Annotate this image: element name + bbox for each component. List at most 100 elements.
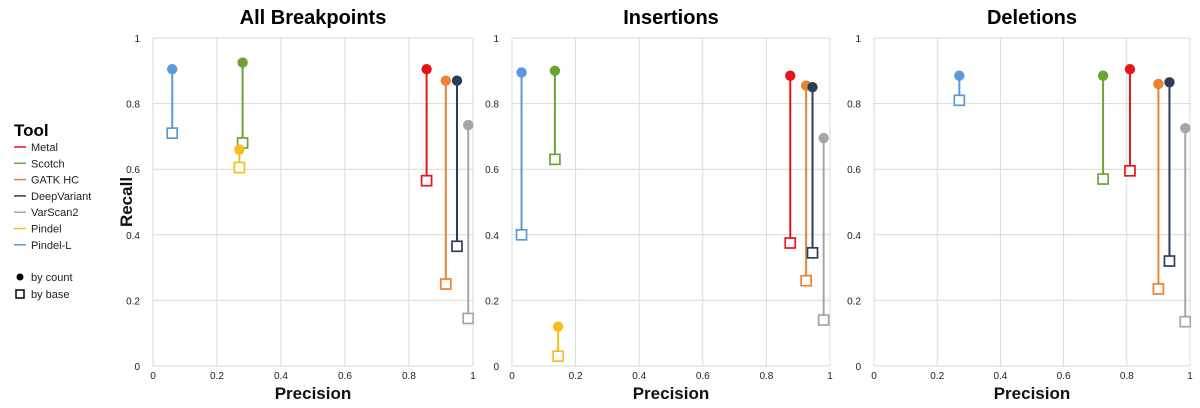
series-pindel-l — [515, 67, 528, 241]
x-tick-label: 0 — [871, 371, 877, 382]
point-by-base — [462, 312, 475, 325]
y-tick-label: 1 — [493, 34, 499, 45]
legend-label-pindel: Pindel — [31, 224, 62, 236]
chart-title: Deletions — [987, 7, 1077, 29]
point-by-count — [440, 75, 451, 86]
series-pindel — [552, 321, 564, 363]
point-by-count — [516, 67, 527, 78]
legend-label-deepvariant: DeepVariant — [31, 191, 91, 203]
point-by-count — [785, 70, 796, 81]
point-by-base — [420, 174, 433, 187]
x-tick-label: 0 — [150, 371, 156, 382]
x-tick-label: 1 — [470, 371, 476, 382]
point-by-count — [1164, 77, 1175, 88]
series-pindel — [233, 144, 246, 174]
legend-label-pindel-l: Pindel-L — [31, 240, 71, 252]
y-axis-label: Recall — [117, 177, 136, 227]
point-by-count — [451, 75, 463, 86]
point-by-base — [1179, 315, 1192, 328]
legend-label-varscan2: VarScan2 — [31, 207, 79, 219]
series-deepvariant — [451, 75, 463, 253]
legend: Tool Metal Scotch GATK HC DeepVariant VarSca… — [14, 121, 91, 301]
series-varscan2 — [1179, 123, 1192, 328]
point-by-count — [463, 119, 474, 131]
point-by-base — [451, 240, 463, 253]
x-tick-label: 0.2 — [930, 371, 944, 382]
point-by-base — [439, 278, 452, 290]
y-tick-label: 0.4 — [485, 231, 499, 242]
point-by-count — [421, 63, 432, 75]
point-by-count — [549, 65, 561, 77]
point-by-base — [1152, 283, 1165, 295]
y-tick-label: 0.6 — [485, 165, 499, 176]
point-by-base — [806, 246, 819, 259]
series-metal — [420, 63, 433, 187]
point-by-base — [1097, 173, 1109, 185]
series-deepvariant — [1163, 77, 1176, 267]
x-tick-label: 0 — [509, 371, 515, 382]
point-by-count — [234, 144, 245, 155]
x-tick-label: 0.4 — [993, 371, 1007, 382]
x-tick-label: 0.8 — [759, 371, 773, 382]
y-tick-label: 0.2 — [485, 296, 499, 307]
legend-items: Metal Scotch GATK HC DeepVariant VarScan2 Pin… — [14, 142, 91, 252]
x-tick-label: 0.4 — [632, 371, 646, 382]
y-tick-label: 0.6 — [126, 165, 140, 176]
y-tick-label: 0.4 — [847, 231, 861, 242]
legend-title: Tool — [14, 121, 49, 140]
y-tick-label: 0 — [134, 362, 140, 373]
legend-label-metal: Metal — [31, 142, 58, 154]
point-by-count — [954, 70, 965, 81]
series-gatk-hc — [1152, 78, 1165, 295]
point-by-base — [800, 274, 813, 287]
point-by-base — [784, 237, 797, 249]
panel-all-breakpoints: 0 0.2 0.4 0.6 0.8 1 0 0.2 0.4 0.6 0.8 1 All Breakpoi… — [117, 7, 476, 403]
y-tick-label: 0.8 — [847, 100, 861, 111]
x-tick-label: 0.8 — [402, 371, 416, 382]
point-by-base — [817, 314, 830, 326]
point-by-base — [515, 228, 528, 241]
x-tick-label: 1 — [1187, 371, 1193, 382]
point-by-count — [1097, 70, 1109, 81]
point-by-base — [549, 153, 561, 166]
y-tick-label: 0.8 — [126, 100, 140, 111]
x-tick-label: 0.6 — [1057, 371, 1071, 382]
series-varscan2 — [462, 119, 475, 325]
point-by-base — [166, 127, 179, 139]
series-metal — [1124, 63, 1136, 177]
series-scotch — [1097, 70, 1109, 185]
y-tick-label: 1 — [134, 34, 140, 45]
legend-base-marker — [15, 289, 25, 299]
point-by-base — [552, 350, 564, 363]
x-axis-label: Precision — [633, 384, 710, 403]
series-scotch — [549, 65, 561, 166]
x-tick-label: 0.6 — [696, 371, 710, 382]
x-tick-label: 0.2 — [210, 371, 224, 382]
x-tick-label: 1 — [827, 371, 833, 382]
legend-count-marker — [16, 273, 24, 281]
panels: 0 0.2 0.4 0.6 0.8 1 0 0.2 0.4 0.6 0.8 1 All Breakpoi… — [117, 7, 1193, 403]
y-tick-label: 0.6 — [847, 165, 861, 176]
point-by-count — [1124, 63, 1136, 75]
point-by-count — [818, 132, 829, 144]
point-by-count — [1180, 123, 1191, 134]
point-by-count — [167, 63, 178, 75]
point-by-base — [1124, 164, 1136, 177]
y-tick-label: 0 — [493, 362, 499, 373]
series-scotch — [236, 57, 249, 149]
x-tick-label: 0.6 — [338, 371, 352, 382]
y-tick-label: 0.2 — [126, 296, 140, 307]
chart-title: All Breakpoints — [240, 7, 387, 29]
point-by-base — [233, 161, 246, 174]
x-tick-label: 0.2 — [569, 371, 583, 382]
y-tick-label: 0.2 — [847, 296, 861, 307]
series-varscan2 — [817, 132, 830, 326]
x-tick-label: 0.4 — [274, 371, 288, 382]
point-by-count — [552, 321, 564, 332]
chart-title: Insertions — [623, 7, 719, 29]
x-axis-label: Precision — [994, 384, 1071, 403]
series-pindel-l — [166, 63, 179, 139]
point-by-base — [1163, 255, 1176, 267]
point-by-count — [237, 57, 248, 68]
y-tick-label: 0 — [855, 362, 861, 373]
